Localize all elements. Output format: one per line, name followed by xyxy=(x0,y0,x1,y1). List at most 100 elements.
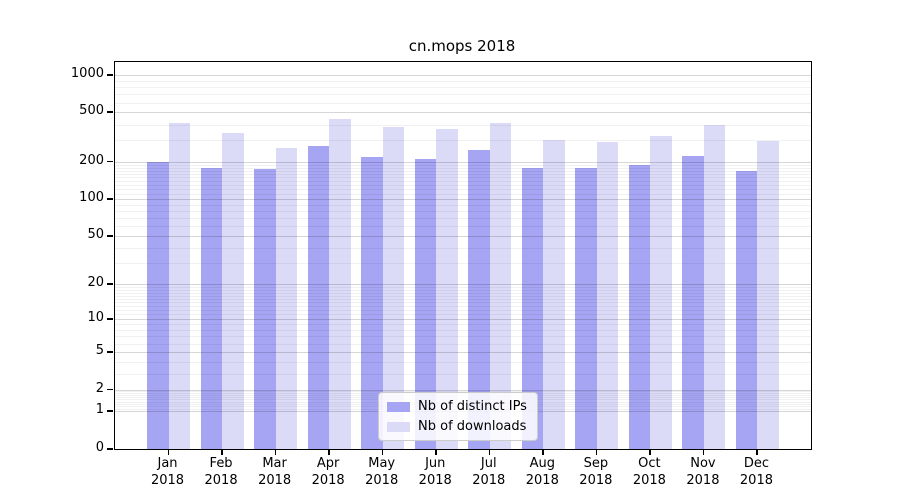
x-tick-label: May 2018 xyxy=(365,456,399,488)
y-tick-label: 50 xyxy=(87,227,104,243)
minor-gridline xyxy=(115,167,811,169)
x-tick-mark xyxy=(595,450,598,455)
y-tick-mark xyxy=(107,410,113,412)
y-tick-label: 2 xyxy=(95,380,104,396)
legend-label-downloads: Nb of downloads xyxy=(418,419,527,434)
x-tick-mark xyxy=(435,450,437,455)
minor-gridline xyxy=(115,194,811,196)
major-gridline xyxy=(115,75,811,76)
minor-gridline xyxy=(115,247,811,249)
x-tick-mark xyxy=(221,450,223,455)
major-gridline xyxy=(115,161,811,163)
minor-gridline xyxy=(115,295,811,297)
legend-swatch-downloads xyxy=(387,421,410,432)
minor-gridline xyxy=(115,361,811,363)
y-tick-label: 200 xyxy=(79,152,104,168)
x-tick-mark xyxy=(167,450,170,455)
x-tick-label: Aug 2018 xyxy=(525,456,559,488)
y-tick-mark xyxy=(107,74,113,76)
x-tick-mark xyxy=(649,450,651,455)
legend: Nb of distinct IPs Nb of downloads xyxy=(378,392,538,441)
minor-gridline xyxy=(115,94,811,96)
y-tick-mark xyxy=(107,198,113,200)
minor-gridline xyxy=(115,226,811,228)
minor-gridline xyxy=(115,286,811,288)
y-tick-label: 500 xyxy=(79,103,104,119)
chart-title: cn.mops 2018 xyxy=(408,37,516,55)
y-tick-mark xyxy=(107,351,113,353)
x-tick-mark xyxy=(328,450,330,455)
minor-gridline xyxy=(115,177,811,179)
x-tick-label: Apr 2018 xyxy=(311,456,345,488)
minor-gridline xyxy=(115,87,811,89)
minor-gridline xyxy=(115,185,811,187)
x-tick-label: Feb 2018 xyxy=(204,456,238,488)
x-tick-mark xyxy=(756,450,758,455)
major-gridline xyxy=(115,319,811,321)
minor-gridline xyxy=(115,343,811,345)
legend-item-downloads: Nb of downloads xyxy=(387,419,527,434)
bar-downloads xyxy=(650,135,672,449)
bar-distinct-ips xyxy=(307,145,330,449)
minor-gridline xyxy=(115,302,811,304)
bar-distinct-ips xyxy=(200,167,223,449)
x-tick-label: Nov 2018 xyxy=(686,456,720,488)
major-gridline xyxy=(115,199,811,201)
minor-gridline xyxy=(115,80,811,82)
minor-gridline xyxy=(115,336,811,338)
minor-gridline xyxy=(115,310,811,312)
bar-distinct-ips xyxy=(361,156,383,449)
bar-distinct-ips xyxy=(575,167,597,449)
major-gridline xyxy=(115,236,811,238)
minor-gridline xyxy=(115,211,811,213)
minor-gridline xyxy=(115,292,811,294)
x-tick-label: Dec 2018 xyxy=(739,456,773,488)
x-tick-label: Sep 2018 xyxy=(579,456,613,488)
minor-gridline xyxy=(115,102,811,104)
minor-gridline xyxy=(115,140,811,142)
bar-distinct-ips xyxy=(414,159,437,449)
x-tick-mark xyxy=(274,450,277,455)
y-tick-mark xyxy=(107,111,113,113)
minor-gridline xyxy=(115,330,811,332)
bar-downloads xyxy=(596,141,619,449)
minor-gridline xyxy=(115,391,811,393)
y-tick-label: 5 xyxy=(95,343,104,358)
x-tick-mark xyxy=(702,450,705,455)
legend-label-distinct-ips: Nb of distinct IPs xyxy=(418,399,527,414)
minor-gridline xyxy=(115,164,811,166)
minor-gridline xyxy=(115,324,811,326)
y-tick-label: 0 xyxy=(95,440,104,455)
minor-gridline xyxy=(115,170,811,172)
y-tick-mark xyxy=(107,388,113,391)
bar-distinct-ips xyxy=(254,169,276,449)
x-tick-mark xyxy=(488,450,491,455)
major-gridline xyxy=(115,112,811,114)
x-tick-mark xyxy=(381,450,384,455)
major-gridline xyxy=(115,352,811,353)
x-tick-label: Jan 2018 xyxy=(150,456,185,488)
x-tick-label: Oct 2018 xyxy=(632,456,666,488)
minor-gridline xyxy=(115,189,811,191)
minor-gridline xyxy=(115,173,811,175)
x-tick-mark xyxy=(542,450,544,455)
bar-downloads xyxy=(703,124,726,449)
x-tick-label: Jun 2018 xyxy=(418,456,452,488)
y-tick-mark xyxy=(107,283,113,285)
minor-gridline xyxy=(115,263,811,265)
major-gridline xyxy=(115,284,811,286)
legend-swatch-distinct-ips xyxy=(387,401,410,412)
bar-downloads xyxy=(382,126,405,449)
minor-gridline xyxy=(115,218,811,220)
y-tick-label: 100 xyxy=(79,190,104,206)
y-tick-label: 10 xyxy=(87,310,104,326)
bar-downloads xyxy=(543,140,565,449)
bar-distinct-ips xyxy=(468,149,490,449)
bar-downloads xyxy=(489,123,512,449)
y-tick-mark xyxy=(107,318,113,320)
minor-gridline xyxy=(115,306,811,308)
minor-gridline xyxy=(115,314,811,316)
y-tick-label: 1000 xyxy=(70,66,104,81)
minor-gridline xyxy=(115,289,811,291)
